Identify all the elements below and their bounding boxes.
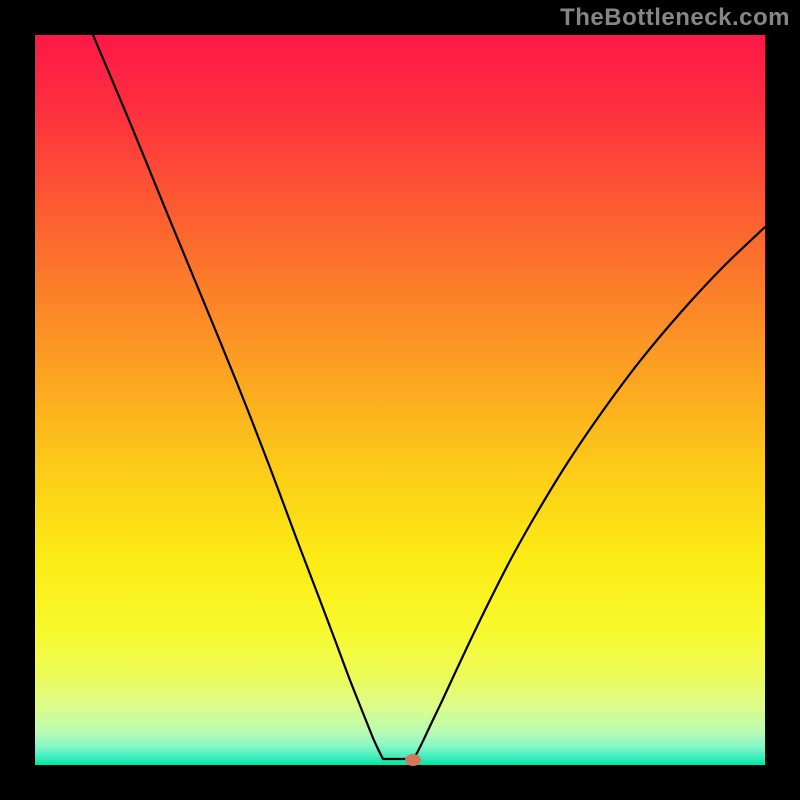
plot-area: [35, 35, 765, 765]
bottleneck-chart: [0, 0, 800, 800]
watermark-text: TheBottleneck.com: [560, 4, 790, 32]
bottleneck-marker: [405, 754, 421, 766]
